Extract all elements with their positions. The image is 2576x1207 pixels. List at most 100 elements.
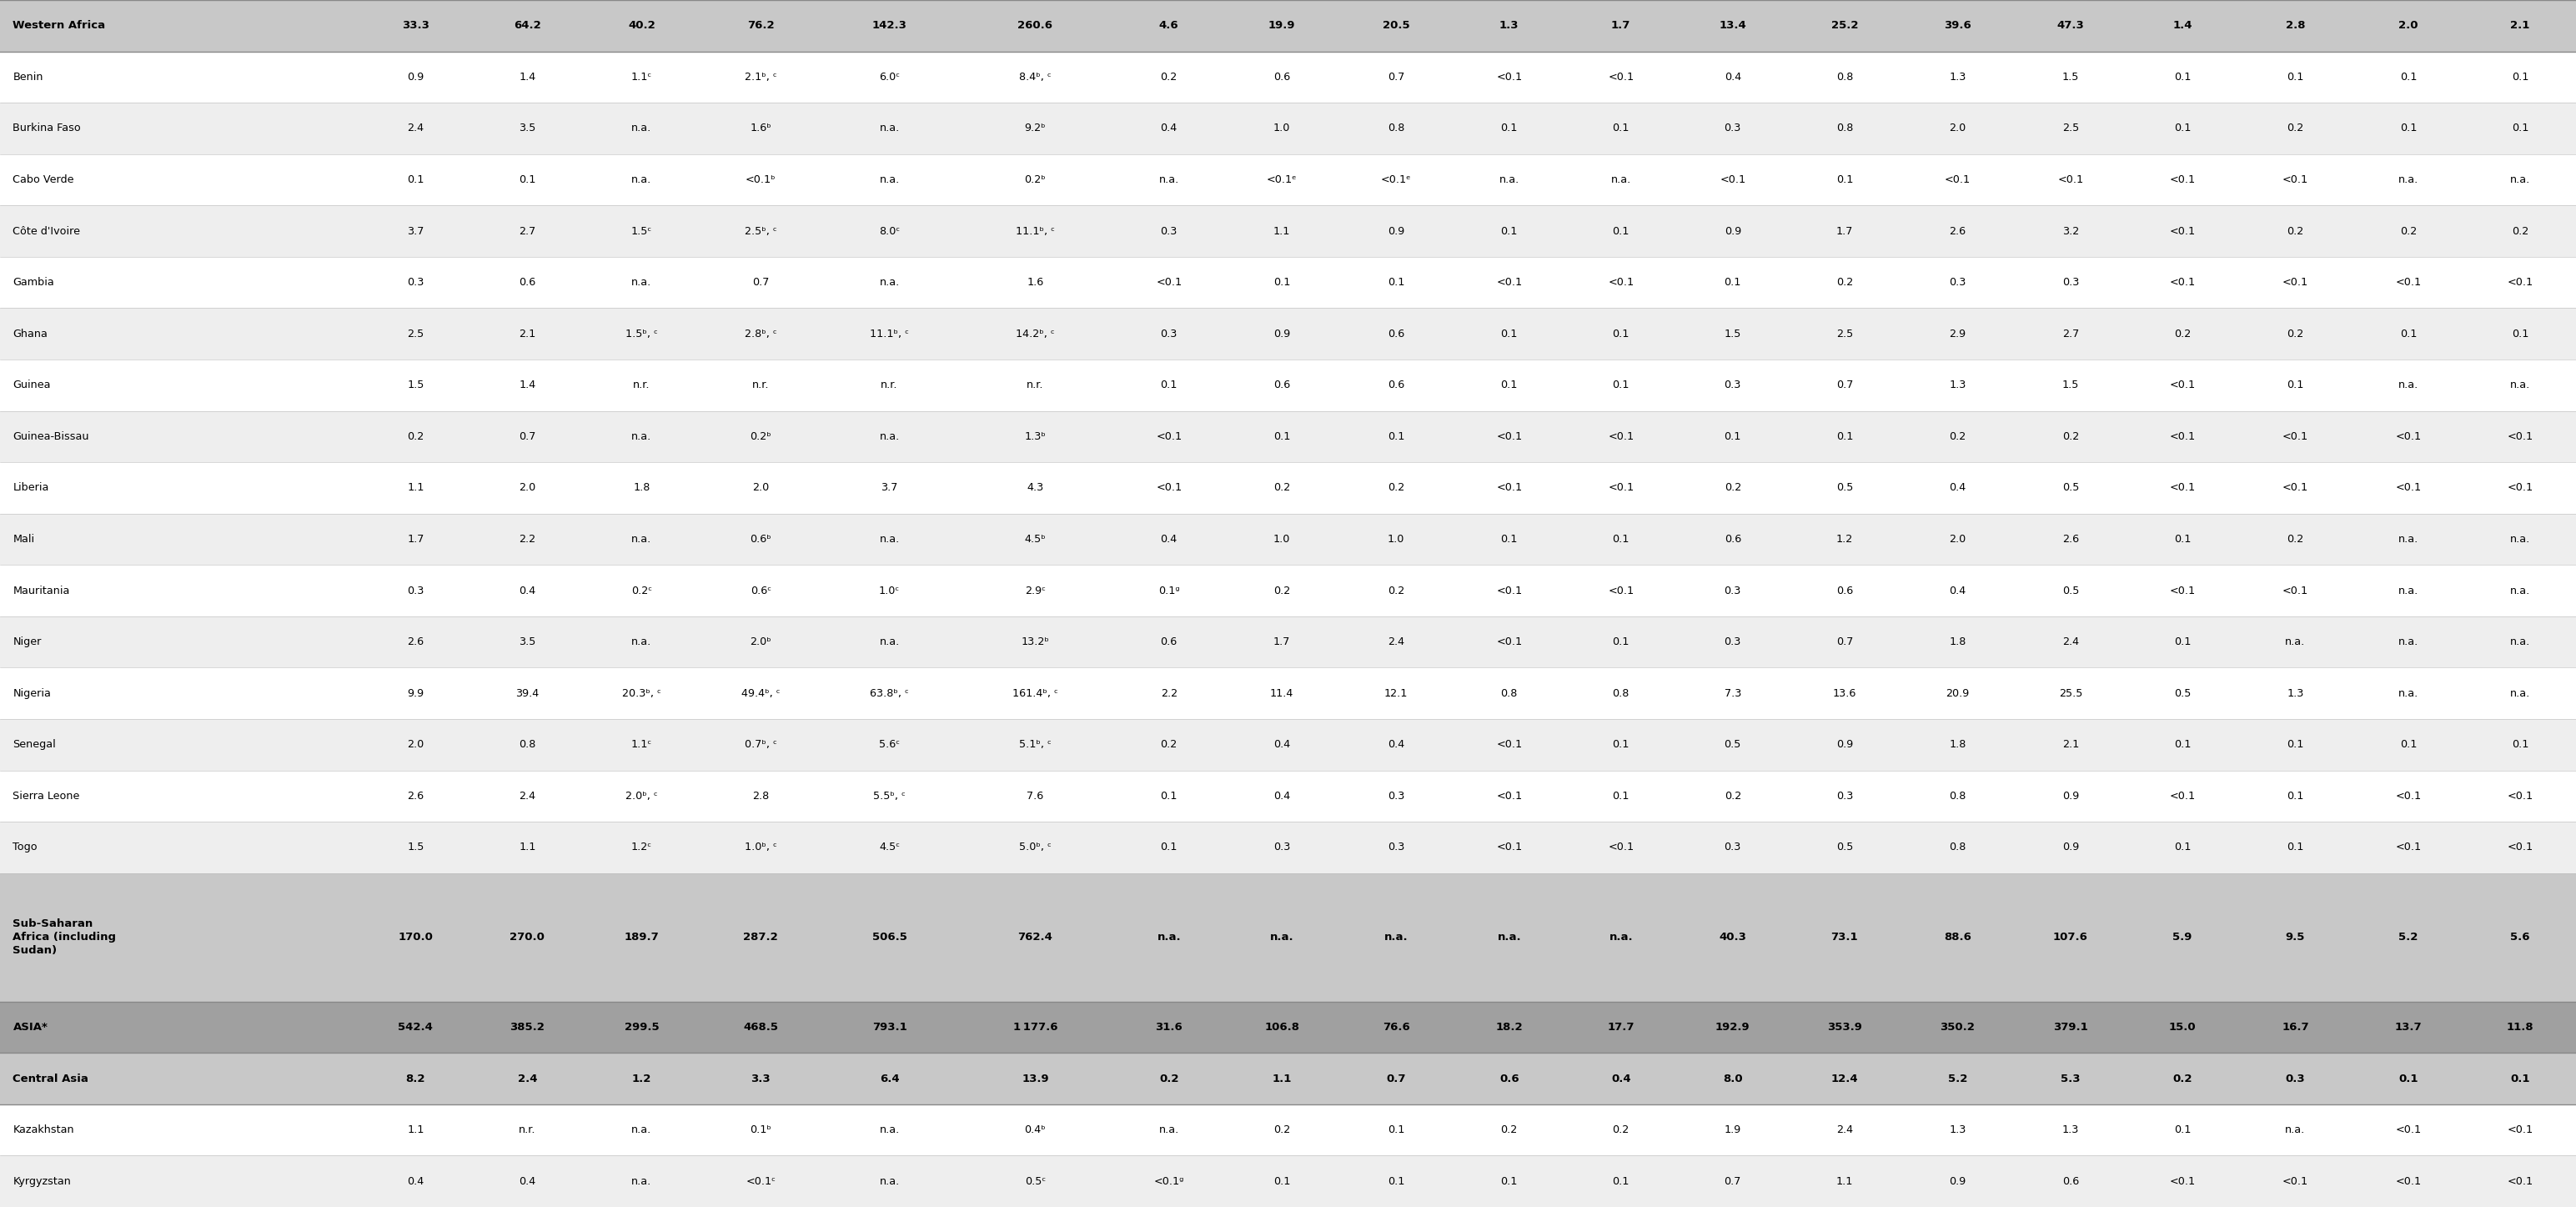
Text: n.a.: n.a. xyxy=(631,533,652,544)
Text: 0.1: 0.1 xyxy=(2512,328,2530,339)
Text: 2.4: 2.4 xyxy=(2063,636,2079,647)
Text: 0.1: 0.1 xyxy=(2174,740,2190,751)
Text: 4.6: 4.6 xyxy=(1159,21,1180,31)
Text: n.a.: n.a. xyxy=(2398,533,2419,544)
Text: 20.9: 20.9 xyxy=(1945,688,1968,699)
Bar xyxy=(0,667,2576,719)
Text: 0.2: 0.2 xyxy=(2172,1073,2192,1084)
Text: 0.4: 0.4 xyxy=(1723,71,1741,82)
Text: 4.5ᵇ: 4.5ᵇ xyxy=(1025,533,1046,544)
Text: 2.8ᵇ, ᶜ: 2.8ᵇ, ᶜ xyxy=(744,328,778,339)
Text: 2.8: 2.8 xyxy=(2285,21,2306,31)
Text: 13.9: 13.9 xyxy=(1023,1073,1048,1084)
Text: 0.2: 0.2 xyxy=(1837,278,1852,288)
Text: n.a.: n.a. xyxy=(2509,636,2530,647)
Text: 9.9: 9.9 xyxy=(407,688,425,699)
Text: 0.6: 0.6 xyxy=(2061,1176,2079,1186)
Bar xyxy=(0,617,2576,667)
Text: 1.1: 1.1 xyxy=(1837,1176,1852,1186)
Text: 0.1: 0.1 xyxy=(2287,71,2303,82)
Text: 0.5: 0.5 xyxy=(2061,483,2079,494)
Text: n.a.: n.a. xyxy=(878,533,899,544)
Text: 3.7: 3.7 xyxy=(407,226,425,237)
Text: 0.2: 0.2 xyxy=(1273,483,1291,494)
Text: 13.6: 13.6 xyxy=(1832,688,1857,699)
Text: 0.3: 0.3 xyxy=(1388,791,1404,801)
Text: 0.2: 0.2 xyxy=(2512,226,2530,237)
Text: 0.2: 0.2 xyxy=(1159,1073,1180,1084)
Text: <0.1: <0.1 xyxy=(2282,431,2308,442)
Text: <0.1: <0.1 xyxy=(2282,483,2308,494)
Text: 6.4: 6.4 xyxy=(878,1073,899,1084)
Text: 1.0ᵇ, ᶜ: 1.0ᵇ, ᶜ xyxy=(744,842,778,853)
Text: Kyrgyzstan: Kyrgyzstan xyxy=(13,1176,72,1186)
Text: 2.7: 2.7 xyxy=(2061,328,2079,339)
Text: 12.1: 12.1 xyxy=(1383,688,1409,699)
Text: 0.4: 0.4 xyxy=(1159,123,1177,134)
Text: 0.3: 0.3 xyxy=(1723,380,1741,391)
Text: 0.4: 0.4 xyxy=(1273,740,1291,751)
Text: 0.2: 0.2 xyxy=(2174,328,2190,339)
Text: 11.8: 11.8 xyxy=(2506,1022,2535,1033)
Text: 2.7: 2.7 xyxy=(518,226,536,237)
Text: 0.2: 0.2 xyxy=(1613,1125,1631,1136)
Text: n.a.: n.a. xyxy=(631,431,652,442)
Text: 5.1ᵇ, ᶜ: 5.1ᵇ, ᶜ xyxy=(1020,740,1051,751)
Text: n.a.: n.a. xyxy=(2285,636,2306,647)
Text: 0.7ᵇ, ᶜ: 0.7ᵇ, ᶜ xyxy=(744,740,778,751)
Text: 33.3: 33.3 xyxy=(402,21,430,31)
Text: 5.0ᵇ, ᶜ: 5.0ᵇ, ᶜ xyxy=(1020,842,1051,853)
Text: 0.3: 0.3 xyxy=(1159,328,1177,339)
Text: 0.1: 0.1 xyxy=(1502,328,1517,339)
Text: 0.2: 0.2 xyxy=(2287,328,2303,339)
Text: Côte d'Ivoire: Côte d'Ivoire xyxy=(13,226,80,237)
Text: 73.1: 73.1 xyxy=(1832,932,1857,943)
Text: 1.3: 1.3 xyxy=(2061,1125,2079,1136)
Text: 0.1: 0.1 xyxy=(2398,1073,2419,1084)
Text: 0.2: 0.2 xyxy=(1159,71,1177,82)
Text: 0.1ᵇ: 0.1ᵇ xyxy=(750,1125,770,1136)
Text: n.a.: n.a. xyxy=(2398,174,2419,185)
Text: n.a.: n.a. xyxy=(1610,174,1631,185)
Text: 2.0ᵇ: 2.0ᵇ xyxy=(750,636,770,647)
Text: 2.2: 2.2 xyxy=(518,533,536,544)
Text: 1.8: 1.8 xyxy=(1950,740,1965,751)
Text: 2.0: 2.0 xyxy=(518,483,536,494)
Text: 2.5: 2.5 xyxy=(2061,123,2079,134)
Text: 1.3: 1.3 xyxy=(1950,380,1965,391)
Text: 0.1: 0.1 xyxy=(1613,1176,1631,1186)
Text: 2.0: 2.0 xyxy=(2398,21,2419,31)
Text: 2.0: 2.0 xyxy=(1950,533,1965,544)
Text: n.a.: n.a. xyxy=(878,636,899,647)
Text: 0.3: 0.3 xyxy=(2285,1073,2306,1084)
Text: <0.1: <0.1 xyxy=(2169,380,2195,391)
Text: 1.1: 1.1 xyxy=(1273,1073,1291,1084)
Bar xyxy=(0,52,2576,103)
Text: n.a.: n.a. xyxy=(878,1176,899,1186)
Text: 1.3: 1.3 xyxy=(2287,688,2303,699)
Text: 2.0: 2.0 xyxy=(1950,123,1965,134)
Text: <0.1: <0.1 xyxy=(2396,1125,2421,1136)
Text: Central Asia: Central Asia xyxy=(13,1073,88,1084)
Text: 1.1: 1.1 xyxy=(407,483,425,494)
Text: 0.9: 0.9 xyxy=(1388,226,1404,237)
Text: 270.0: 270.0 xyxy=(510,932,544,943)
Text: 2.4: 2.4 xyxy=(1837,1125,1852,1136)
Text: 0.1: 0.1 xyxy=(2509,1073,2530,1084)
Text: <0.1: <0.1 xyxy=(2396,842,2421,853)
Text: <0.1: <0.1 xyxy=(2396,483,2421,494)
Text: 47.3: 47.3 xyxy=(2056,21,2084,31)
Text: <0.1ᵉ: <0.1ᵉ xyxy=(1267,174,1298,185)
Text: 49.4ᵇ, ᶜ: 49.4ᵇ, ᶜ xyxy=(742,688,781,699)
Text: ASIA*: ASIA* xyxy=(13,1022,49,1033)
Text: 353.9: 353.9 xyxy=(1826,1022,1862,1033)
Text: 0.1: 0.1 xyxy=(2512,71,2530,82)
Text: 0.1: 0.1 xyxy=(1723,431,1741,442)
Text: 5.3: 5.3 xyxy=(2061,1073,2081,1084)
Bar xyxy=(0,410,2576,462)
Text: 1.7: 1.7 xyxy=(407,533,425,544)
Text: 287.2: 287.2 xyxy=(744,932,778,943)
Text: <0.1: <0.1 xyxy=(2396,278,2421,288)
Text: 0.4: 0.4 xyxy=(1950,483,1965,494)
Text: 0.5: 0.5 xyxy=(1837,842,1852,853)
